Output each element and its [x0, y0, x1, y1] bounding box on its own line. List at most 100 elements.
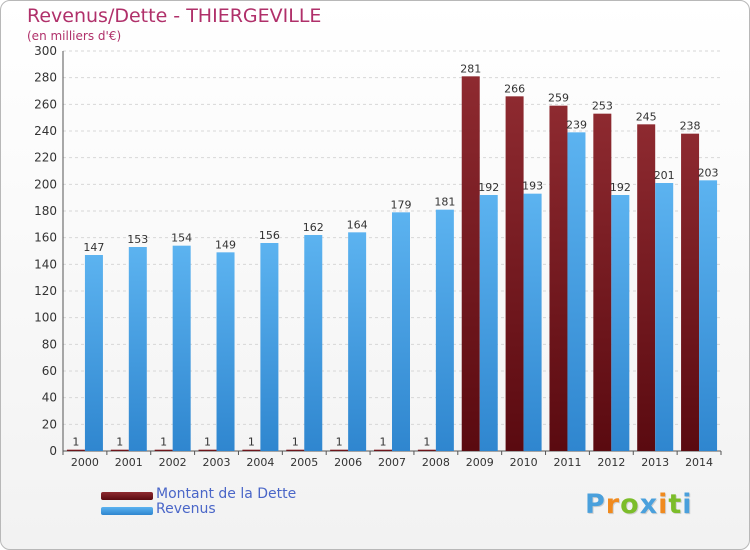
data-label-revenue: 181 — [434, 196, 455, 209]
bar-revenue — [260, 243, 279, 451]
bar-revenue — [172, 245, 191, 451]
logo-letter: o — [620, 489, 640, 520]
x-tick-label: 2013 — [641, 456, 669, 469]
x-tick-label: 2010 — [510, 456, 538, 469]
data-label-debt: 1 — [160, 436, 167, 449]
y-tick-label: 40 — [42, 391, 57, 405]
axes: 0 20 40 60 80 100 120 140 160 180 200 220 240 260 280 3… — [34, 44, 722, 469]
bar-debt — [549, 105, 568, 452]
y-tick-label: 200 — [34, 177, 57, 191]
y-tick-label: 260 — [34, 97, 57, 111]
chart-subtitle: (en milliers d'€) — [27, 29, 122, 43]
legend-swatch-revenue — [101, 507, 153, 515]
data-label-revenue: 149 — [215, 238, 236, 251]
data-label-debt: 253 — [592, 100, 613, 113]
bar-debt — [242, 449, 261, 451]
bar-debt — [198, 449, 217, 451]
y-tick-label: 140 — [34, 257, 57, 271]
data-label-debt: 245 — [636, 110, 657, 123]
bar-revenue — [699, 180, 718, 452]
y-tick-label: 280 — [34, 71, 57, 85]
data-label-debt: 259 — [548, 92, 569, 105]
data-label-debt: 266 — [504, 82, 525, 95]
data-label-revenue: 201 — [654, 169, 675, 182]
bar-revenue — [611, 195, 630, 451]
bar-debt — [286, 449, 305, 451]
chart-title: Revenus/Dette - THIERGEVILLE — [27, 5, 322, 27]
bar-debt — [593, 113, 612, 452]
data-label-debt: 1 — [248, 436, 255, 449]
x-tick-label: 2009 — [466, 456, 494, 469]
bar-debt — [461, 76, 480, 451]
y-tick-label: 120 — [34, 284, 57, 298]
logo-letter: i — [682, 489, 693, 520]
y-tick-label: 20 — [42, 417, 57, 431]
logo-letter: x — [639, 489, 659, 520]
x-tick-label: 2007 — [378, 456, 406, 469]
logo-letter: r — [605, 489, 621, 520]
bar-revenue — [348, 232, 367, 451]
bar-debt — [330, 449, 349, 451]
bar-debt — [417, 449, 436, 451]
x-tick-label: 2014 — [685, 456, 713, 469]
bar-revenue — [523, 193, 542, 451]
data-label-debt: 1 — [204, 436, 211, 449]
bar-revenue — [479, 195, 498, 451]
data-label-debt: 1 — [292, 436, 299, 449]
data-label-debt: 1 — [380, 436, 387, 449]
legend-label-revenue: Revenus — [156, 501, 216, 517]
data-label-revenue: 164 — [347, 218, 368, 231]
x-tick-label: 2011 — [553, 456, 581, 469]
bar-revenue — [84, 255, 103, 451]
y-tick-label: 180 — [34, 204, 57, 218]
data-label-revenue: 193 — [522, 180, 543, 193]
logo-letter: i — [658, 489, 669, 520]
x-tick-label: 2006 — [334, 456, 362, 469]
y-tick-label: 160 — [34, 231, 57, 245]
bar-debt — [66, 449, 85, 451]
x-tick-label: 2000 — [71, 456, 99, 469]
y-tick-label: 220 — [34, 151, 57, 165]
y-tick-label: 100 — [34, 311, 57, 325]
data-label-debt: 1 — [72, 436, 79, 449]
x-tick-label: 2003 — [203, 456, 231, 469]
bar-revenue — [128, 247, 147, 451]
logo-letter: P — [585, 489, 606, 520]
x-tick-label: 2004 — [246, 456, 274, 469]
x-tick-label: 2008 — [422, 456, 450, 469]
y-tick-label: 80 — [42, 337, 57, 351]
x-tick-label: 2001 — [115, 456, 143, 469]
proxiti-logo: Proxiti — [585, 489, 693, 520]
legend-swatch-debt — [101, 492, 153, 500]
data-label-revenue: 203 — [698, 166, 719, 179]
x-tick-label: 2012 — [597, 456, 625, 469]
data-label-revenue: 154 — [171, 232, 192, 245]
y-tick-label: 0 — [49, 444, 57, 458]
y-tick-label: 240 — [34, 124, 57, 138]
x-tick-label: 2005 — [290, 456, 318, 469]
bar-debt — [681, 133, 700, 451]
bar-revenue — [392, 212, 410, 451]
data-label-revenue: 192 — [478, 181, 499, 194]
bar-revenue — [216, 252, 235, 451]
data-label-revenue: 192 — [610, 181, 631, 194]
bar-debt — [154, 449, 173, 451]
bar-debt — [374, 449, 392, 451]
bar-debt — [110, 449, 129, 451]
data-label-debt: 1 — [336, 436, 343, 449]
legend-label-debt: Montant de la Dette — [156, 486, 297, 502]
data-label-revenue: 239 — [566, 118, 587, 131]
bar-debt — [637, 124, 656, 451]
data-label-revenue: 179 — [391, 198, 412, 211]
data-label-debt: 281 — [460, 62, 481, 75]
bar-debt — [505, 96, 524, 451]
data-label-revenue: 153 — [127, 233, 148, 246]
bars — [66, 76, 718, 452]
bar-revenue — [435, 209, 454, 451]
data-label-revenue: 156 — [259, 229, 280, 242]
bar-revenue — [655, 183, 674, 451]
data-label-revenue: 162 — [303, 221, 324, 234]
y-tick-label: 60 — [42, 364, 57, 378]
